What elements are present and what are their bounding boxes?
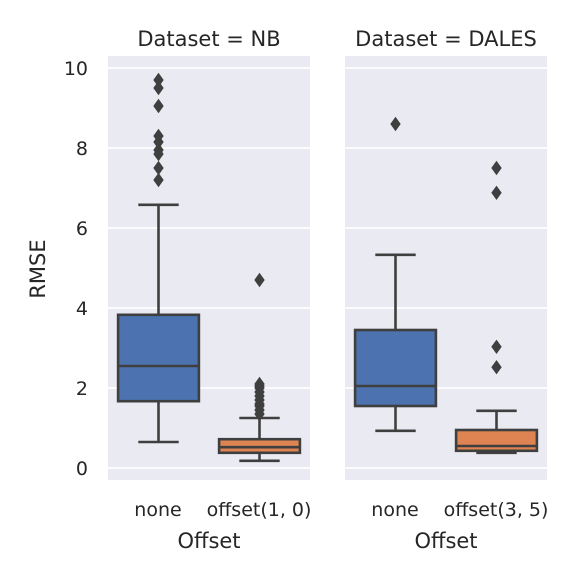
panel-dales-x-axis-label: Offset [414, 529, 477, 553]
panel-dales: Dataset = DALES none offset(3, 5) Offset [345, 27, 548, 553]
panel-dales-x-tick-offset: offset(3, 5) [444, 499, 549, 521]
panel-nb-x-axis-label: Offset [177, 529, 240, 553]
panel-dales-background [345, 56, 547, 480]
box-body [454, 428, 539, 453]
outlier-point-3 [491, 160, 502, 176]
box-0 [116, 72, 201, 444]
box-1 [217, 272, 302, 463]
y-tick-labels: 0 2 4 6 8 10 [64, 58, 88, 480]
outlier-point-2 [491, 185, 502, 200]
panel-nb-x-tick-offset: offset(1, 0) [207, 499, 312, 521]
y-tick-label-4: 4 [76, 298, 88, 320]
y-tick-label-8: 8 [76, 138, 88, 160]
box-body [353, 328, 438, 408]
y-axis-label: RMSE [26, 239, 50, 298]
outlier-point-0 [153, 172, 164, 188]
panel-nb-background [108, 56, 310, 480]
y-tick-label-6: 6 [76, 218, 88, 240]
panel-nb-boxes [116, 72, 302, 463]
panel-dales-boxes [353, 116, 539, 455]
box-0 [353, 116, 438, 433]
panel-nb: Dataset = NB none offset(1, 0) Offset [108, 27, 311, 553]
panel-nb-title: Dataset = NB [137, 27, 280, 51]
outlier-point-0 [491, 360, 502, 375]
outlier-point-0 [390, 116, 401, 132]
outlier-point-10 [254, 272, 265, 288]
y-tick-label-10: 10 [64, 58, 88, 80]
outlier-point-6 [153, 98, 164, 114]
outlier-point-1 [153, 160, 164, 176]
outlier-point-9 [254, 376, 265, 392]
y-tick-label-2: 2 [76, 378, 88, 400]
outlier-point-3 [153, 142, 164, 158]
panel-dales-gridlines [345, 67, 547, 469]
outlier-point-5 [153, 128, 164, 144]
box-1 [454, 160, 539, 455]
outlier-point-1 [491, 339, 502, 354]
panel-nb-x-tick-none: none [134, 499, 181, 521]
box-body [116, 313, 201, 403]
outlier-point-8 [153, 72, 164, 88]
y-tick-label-0: 0 [76, 458, 88, 480]
panel-dales-x-tick-none: none [371, 499, 418, 521]
panel-dales-title: Dataset = DALES [355, 27, 537, 51]
outlier-point-7 [153, 80, 164, 96]
